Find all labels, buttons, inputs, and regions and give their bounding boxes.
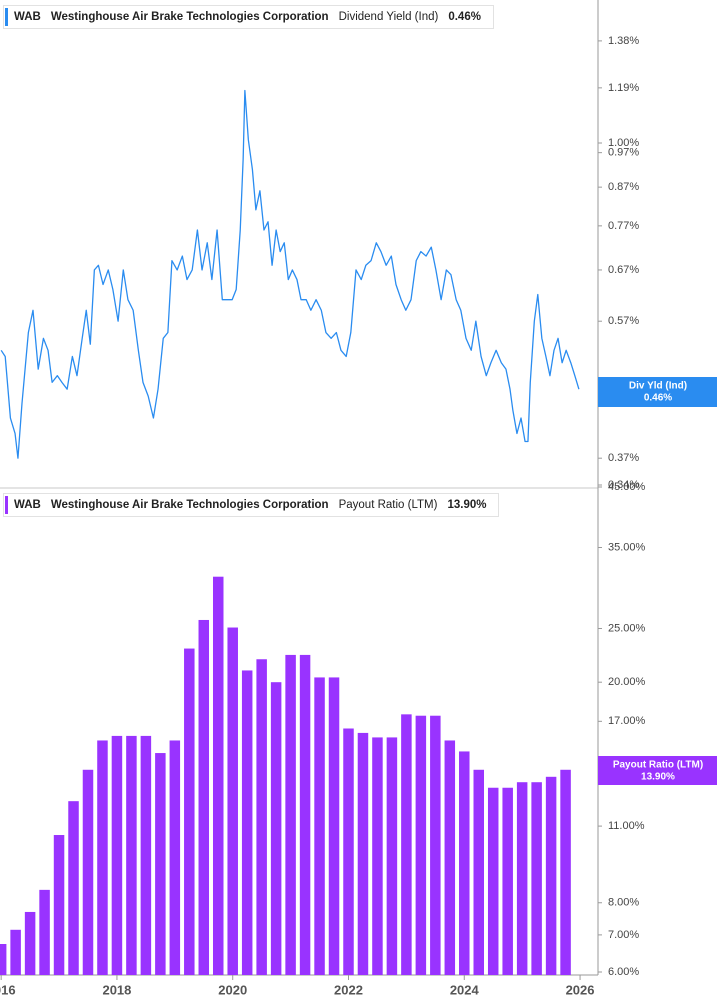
flag-value: 0.46% (644, 393, 672, 404)
y-tick-label: 45.00% (608, 481, 646, 493)
legend-box: WAB Westinghouse Air Brake Technologies … (3, 5, 494, 29)
x-tick-label: 2024 (450, 982, 480, 997)
bar (53, 835, 65, 975)
bar (140, 735, 152, 975)
bar (212, 576, 224, 975)
company: Westinghouse Air Brake Technologies Corp… (50, 11, 329, 23)
x-tick-label: 2018 (102, 982, 131, 997)
y-tick-label: 0.34% (608, 479, 639, 491)
metric: Payout Ratio (LTM) (338, 499, 438, 511)
bar (430, 715, 441, 975)
legend-box: WAB Westinghouse Air Brake Technologies … (3, 493, 500, 517)
flag-label: Div Yld (Ind) (629, 381, 687, 392)
legend-swatch (5, 8, 8, 26)
plot-area (0, 576, 571, 975)
y-tick-label: 1.19% (608, 82, 639, 94)
bar (487, 787, 499, 975)
y-tick-label: 1.38% (608, 35, 639, 47)
bar (39, 889, 50, 975)
line-series (0, 89, 580, 459)
bar (256, 659, 267, 975)
y-tick-label: 8.00% (608, 897, 639, 909)
ticker: WAB (14, 11, 41, 23)
bar (155, 753, 166, 975)
bar (111, 735, 123, 975)
bar (241, 670, 253, 975)
bar (357, 732, 369, 975)
y-tick-label: 20.00% (608, 676, 646, 688)
y-tick-label: 6.00% (608, 966, 639, 978)
y-tick-label: 7.00% (608, 929, 639, 941)
flag-label: Payout Ratio (LTM) (613, 760, 703, 771)
y-tick-label: 0.37% (608, 452, 639, 464)
bar (198, 619, 210, 975)
bar (444, 740, 456, 975)
bar (285, 654, 296, 975)
bar (328, 677, 340, 975)
plot-area (0, 89, 580, 459)
bar (473, 769, 484, 975)
ticker: WAB (14, 499, 41, 511)
bar (343, 728, 354, 975)
bar (372, 737, 383, 975)
y-tick-label: 0.67% (608, 264, 639, 276)
company: Westinghouse Air Brake Technologies Corp… (50, 499, 329, 511)
y-tick-label: 0.87% (608, 181, 639, 193)
x-tick-label: 2020 (218, 982, 247, 997)
bar (299, 654, 311, 975)
y-tick-label: 0.57% (608, 315, 639, 327)
bar (545, 776, 557, 975)
x-tick-label: 2022 (334, 982, 363, 997)
bar (415, 715, 427, 975)
bar (82, 769, 94, 975)
bar (502, 787, 513, 975)
flag-value: 13.90% (641, 772, 675, 783)
bar (560, 769, 571, 975)
value-flag (598, 756, 717, 785)
value-flag (598, 377, 717, 407)
bar (459, 751, 470, 975)
y-tick-label: 0.97% (608, 147, 639, 159)
y-tick-label: 25.00% (608, 622, 646, 634)
legend-swatch (5, 496, 8, 514)
bar (386, 737, 398, 975)
bar (126, 735, 137, 975)
bar (169, 740, 181, 975)
y-tick-label: 17.00% (608, 715, 646, 727)
bar (270, 682, 282, 975)
bar (184, 648, 195, 975)
bar (531, 782, 542, 975)
bar (401, 714, 412, 975)
bar (227, 627, 238, 975)
bar (516, 782, 528, 975)
y-tick-label: 1.00% (608, 137, 639, 149)
y-tick-label: 11.00% (608, 820, 645, 832)
x-tick-label: 2026 (566, 982, 595, 997)
x-tick-label: 2016 (0, 982, 16, 997)
y-tick-label: 0.77% (608, 220, 639, 232)
bar (24, 911, 36, 975)
bar (10, 929, 21, 975)
metric: Dividend Yield (Ind) (338, 11, 439, 23)
bar (68, 801, 79, 975)
bar (97, 740, 108, 975)
y-tick-label: 35.00% (608, 541, 646, 553)
bar (314, 677, 325, 975)
metric-value: 13.90% (447, 499, 487, 511)
bar (0, 944, 7, 975)
metric-value: 0.46% (448, 11, 481, 23)
